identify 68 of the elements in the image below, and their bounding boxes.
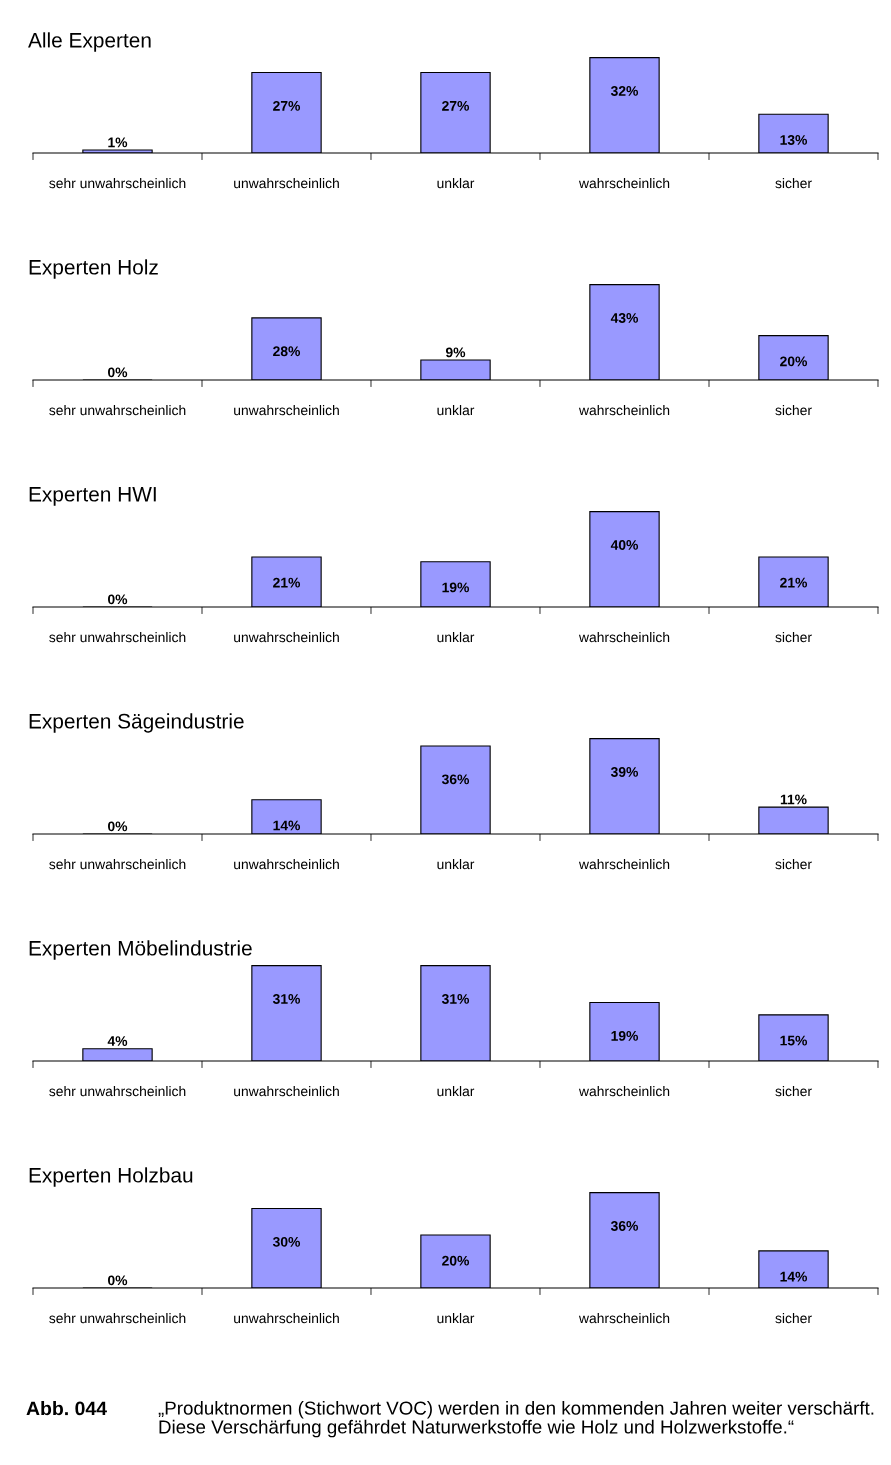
data-label: 11% [780, 794, 807, 805]
chart-title: Experten Holz [29, 259, 158, 279]
data-label: 40% [610, 540, 639, 550]
x-tick-label: wahrscheinlich [578, 178, 670, 189]
x-tick-label: sehr unwahrscheinlich [49, 1086, 186, 1097]
data-label: 31% [441, 994, 470, 1004]
x-tick-label: unwahrscheinlich [234, 405, 339, 416]
data-label: 4% [107, 1036, 128, 1046]
data-label: 20% [442, 1255, 470, 1266]
data-label: 20% [780, 356, 808, 367]
chart-title: Alle Experten [28, 32, 151, 52]
x-tick-label: sicher [775, 405, 812, 416]
data-label: 1% [108, 137, 128, 148]
data-label: 0% [108, 1275, 128, 1286]
x-tick-label: unwahrscheinlich [234, 178, 339, 189]
x-tick-label: unklar [437, 178, 475, 189]
x-tick-label: sehr unwahrscheinlich [49, 405, 186, 416]
x-tick-label: wahrscheinlich [578, 405, 670, 416]
chart-title: Experten HWI [29, 487, 156, 506]
x-tick-label: unwahrscheinlich [234, 1313, 339, 1324]
x-tick-label: sicher [775, 1313, 812, 1324]
text: „Produktnormen (Stichwort VOC) werden in den kommenden Jahren weiter verschärft. Diese Verschärfung gefährdet Naturwerkstoffe wie Holz und Holzwerkstoffe.“ [158, 1401, 874, 1438]
data-label: 32% [610, 86, 639, 96]
data-label: 27% [273, 100, 301, 111]
data-label: 19% [611, 1030, 639, 1041]
x-tick-label: sicher [775, 178, 812, 189]
data-label: 13% [780, 135, 808, 145]
x-tick-label: unklar [437, 1313, 475, 1324]
x-tick-label: unwahrscheinlich [234, 632, 339, 643]
caption: Abb. 044 [26, 1401, 107, 1416]
x-tick-label: unklar [437, 632, 475, 643]
data-label: 0% [108, 594, 128, 605]
x-tick-label: sicher [775, 859, 812, 870]
x-tick-label: wahrscheinlich [578, 859, 670, 870]
chart-title: Experten Holzbau [29, 1167, 193, 1187]
data-label: 31% [272, 994, 301, 1004]
x-tick-label: sicher [775, 1086, 812, 1097]
chart-title: Experten Möbelindustrie [29, 940, 252, 960]
data-label: 21% [273, 577, 301, 588]
data-label: 36% [610, 1221, 639, 1231]
data-label: 27% [442, 100, 470, 111]
chart-title: Experten Sägeindustrie [29, 713, 244, 733]
data-label: 36% [441, 774, 470, 785]
x-tick-label: unwahrscheinlich [234, 1086, 339, 1097]
x-tick-label: sehr unwahrscheinlich [49, 1313, 186, 1324]
data-label: 39% [610, 767, 639, 777]
data-label: 30% [272, 1236, 301, 1247]
data-label: 15% [780, 1035, 808, 1046]
x-tick-label: unklar [437, 1086, 475, 1097]
data-label: 21% [780, 577, 808, 588]
data-label: 14% [780, 1271, 808, 1282]
data-label: 9% [445, 347, 466, 358]
data-label: 28% [273, 346, 301, 357]
x-tick-label: sicher [775, 632, 812, 643]
data-label: 43% [610, 313, 639, 323]
data-label: 0% [108, 821, 128, 832]
x-tick-label: unklar [437, 405, 475, 416]
x-tick-label: unklar [437, 859, 475, 870]
x-tick-label: unwahrscheinlich [234, 859, 339, 870]
data-label: 19% [442, 582, 470, 593]
x-tick-label: sehr unwahrscheinlich [49, 632, 186, 643]
data-label: 0% [108, 367, 128, 378]
data-label: 14% [273, 820, 301, 831]
x-tick-label: sehr unwahrscheinlich [49, 178, 186, 189]
x-tick-label: wahrscheinlich [578, 1086, 670, 1097]
x-tick-label: sehr unwahrscheinlich [49, 859, 186, 870]
x-tick-label: wahrscheinlich [578, 632, 670, 643]
x-tick-label: wahrscheinlich [578, 1313, 670, 1324]
